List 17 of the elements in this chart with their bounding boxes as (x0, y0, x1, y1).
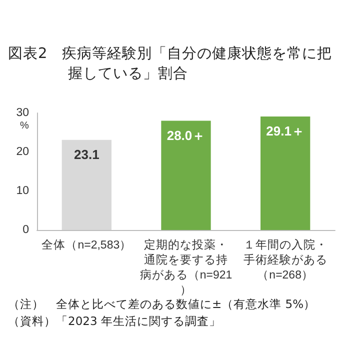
y-axis-title: % (20, 120, 29, 132)
data-label: 29.1＋ (266, 124, 304, 139)
y-tick-label: 30 (16, 107, 29, 119)
bar (161, 120, 211, 230)
x-tick-label: 全体（n=2,583） (42, 238, 132, 252)
x-tick-label: １年間の入院・手術経験がある（n=268） (243, 238, 328, 282)
text: （資料）「2023 年生活に関する調査」 (8, 313, 222, 330)
y-tick-label: 0 (22, 224, 29, 236)
x-tick-label: 定期的な投薬・通院を要する持病がある（n=921） (140, 238, 232, 296)
text: （注） 全体と比べて差のある数値に±（有意水準 5%） (8, 296, 316, 313)
bar (62, 140, 112, 230)
data-label: 28.0＋ (166, 128, 206, 143)
bar (260, 116, 310, 230)
y-tick-label: 20 (16, 146, 29, 158)
data-label: 23.1 (74, 146, 100, 162)
chart-title: 図表2 疾病等経験別「自分の健康状態を常に把握している」割合 (8, 44, 334, 84)
y-tick-label: 10 (16, 185, 29, 197)
